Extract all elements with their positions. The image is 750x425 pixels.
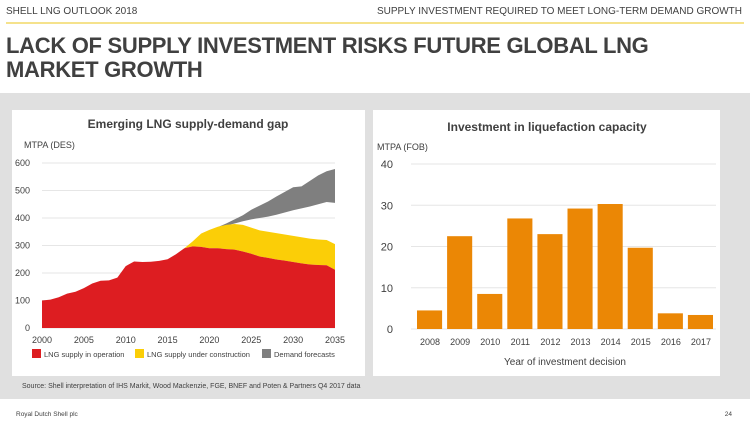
x-tick-label: 2010 bbox=[480, 337, 500, 347]
chart-title: Investment in liquefaction capacity bbox=[447, 120, 647, 134]
y-tick-label: 40 bbox=[381, 159, 393, 171]
header-deck-title: SHELL LNG OUTLOOK 2018 bbox=[6, 6, 138, 17]
header-section-title: SUPPLY INVESTMENT REQUIRED TO MEET LONG-… bbox=[376, 6, 742, 17]
x-tick-label: 2025 bbox=[241, 335, 261, 345]
bar-2013 bbox=[567, 208, 593, 329]
legend-swatch bbox=[135, 349, 144, 358]
y-tick-label: 0 bbox=[387, 324, 393, 336]
bar-2009 bbox=[447, 236, 473, 329]
bar-2016 bbox=[657, 313, 683, 329]
left-chart-panel: Emerging LNG supply-demand gap MTPA (DES)… bbox=[12, 110, 365, 376]
page-number: 24 bbox=[724, 411, 732, 418]
x-tick-label: 2035 bbox=[325, 335, 345, 345]
bar-2012 bbox=[537, 234, 563, 329]
x-tick-label: 2020 bbox=[199, 335, 219, 345]
x-tick-label: 2014 bbox=[601, 337, 621, 347]
legend-label: LNG supply in operation bbox=[44, 350, 124, 359]
x-tick-label: 2011 bbox=[511, 337, 530, 347]
legend-label: Demand forecasts bbox=[274, 350, 335, 359]
x-tick-label: 2017 bbox=[691, 337, 711, 347]
legend-swatch bbox=[32, 349, 41, 358]
bar-2014 bbox=[597, 204, 623, 329]
bar-2015 bbox=[627, 247, 653, 329]
bar-2010 bbox=[477, 293, 503, 329]
y-tick-label: 100 bbox=[15, 296, 30, 306]
x-tick-label: 2012 bbox=[540, 337, 560, 347]
x-axis-label: Year of investment decision bbox=[504, 357, 626, 368]
y-tick-label: 600 bbox=[15, 158, 30, 168]
y-tick-label: 400 bbox=[15, 213, 30, 223]
x-tick-label: 2005 bbox=[74, 335, 94, 345]
page-title: LACK OF SUPPLY INVESTMENT RISKS FUTURE G… bbox=[6, 33, 649, 82]
source-note: Source: Shell interpretation of IHS Mark… bbox=[22, 383, 361, 390]
footer-company: Royal Dutch Shell plc bbox=[16, 411, 78, 418]
x-tick-label: 2008 bbox=[420, 337, 440, 347]
demand-forecast-area bbox=[201, 169, 335, 234]
x-tick-label: 2010 bbox=[116, 335, 136, 345]
x-tick-label: 2016 bbox=[661, 337, 681, 347]
y-tick-label: 30 bbox=[381, 200, 393, 212]
legend-label: LNG supply under construction bbox=[147, 350, 250, 359]
x-tick-label: 2030 bbox=[283, 335, 303, 345]
header-divider bbox=[6, 22, 744, 24]
bar-2017 bbox=[687, 314, 713, 329]
y-tick-label: 300 bbox=[15, 241, 30, 251]
y-axis-label: MTPA (FOB) bbox=[377, 142, 428, 152]
in-operation-area bbox=[42, 246, 335, 328]
chart-title: Emerging LNG supply-demand gap bbox=[88, 117, 289, 131]
y-tick-label: 500 bbox=[15, 186, 30, 196]
bar-2011 bbox=[507, 218, 533, 329]
x-tick-label: 2013 bbox=[571, 337, 591, 347]
under-construction-area bbox=[184, 224, 335, 270]
supply-demand-chart: Emerging LNG supply-demand gap MTPA (DES)… bbox=[15, 117, 345, 359]
x-tick-label: 2015 bbox=[631, 337, 651, 347]
right-chart-panel: Investment in liquefaction capacity MTPA … bbox=[373, 110, 720, 376]
y-axis-label: MTPA (DES) bbox=[24, 140, 75, 150]
y-tick-label: 20 bbox=[381, 242, 393, 254]
investment-chart: Investment in liquefaction capacity MTPA … bbox=[377, 120, 716, 368]
x-tick-label: 2015 bbox=[158, 335, 178, 345]
y-tick-label: 10 bbox=[381, 283, 393, 295]
y-tick-label: 200 bbox=[15, 268, 30, 278]
x-tick-label: 2009 bbox=[450, 337, 470, 347]
y-tick-label: 0 bbox=[25, 323, 30, 333]
bar-2008 bbox=[417, 310, 443, 329]
legend-swatch bbox=[262, 349, 271, 358]
x-tick-label: 2000 bbox=[32, 335, 52, 345]
